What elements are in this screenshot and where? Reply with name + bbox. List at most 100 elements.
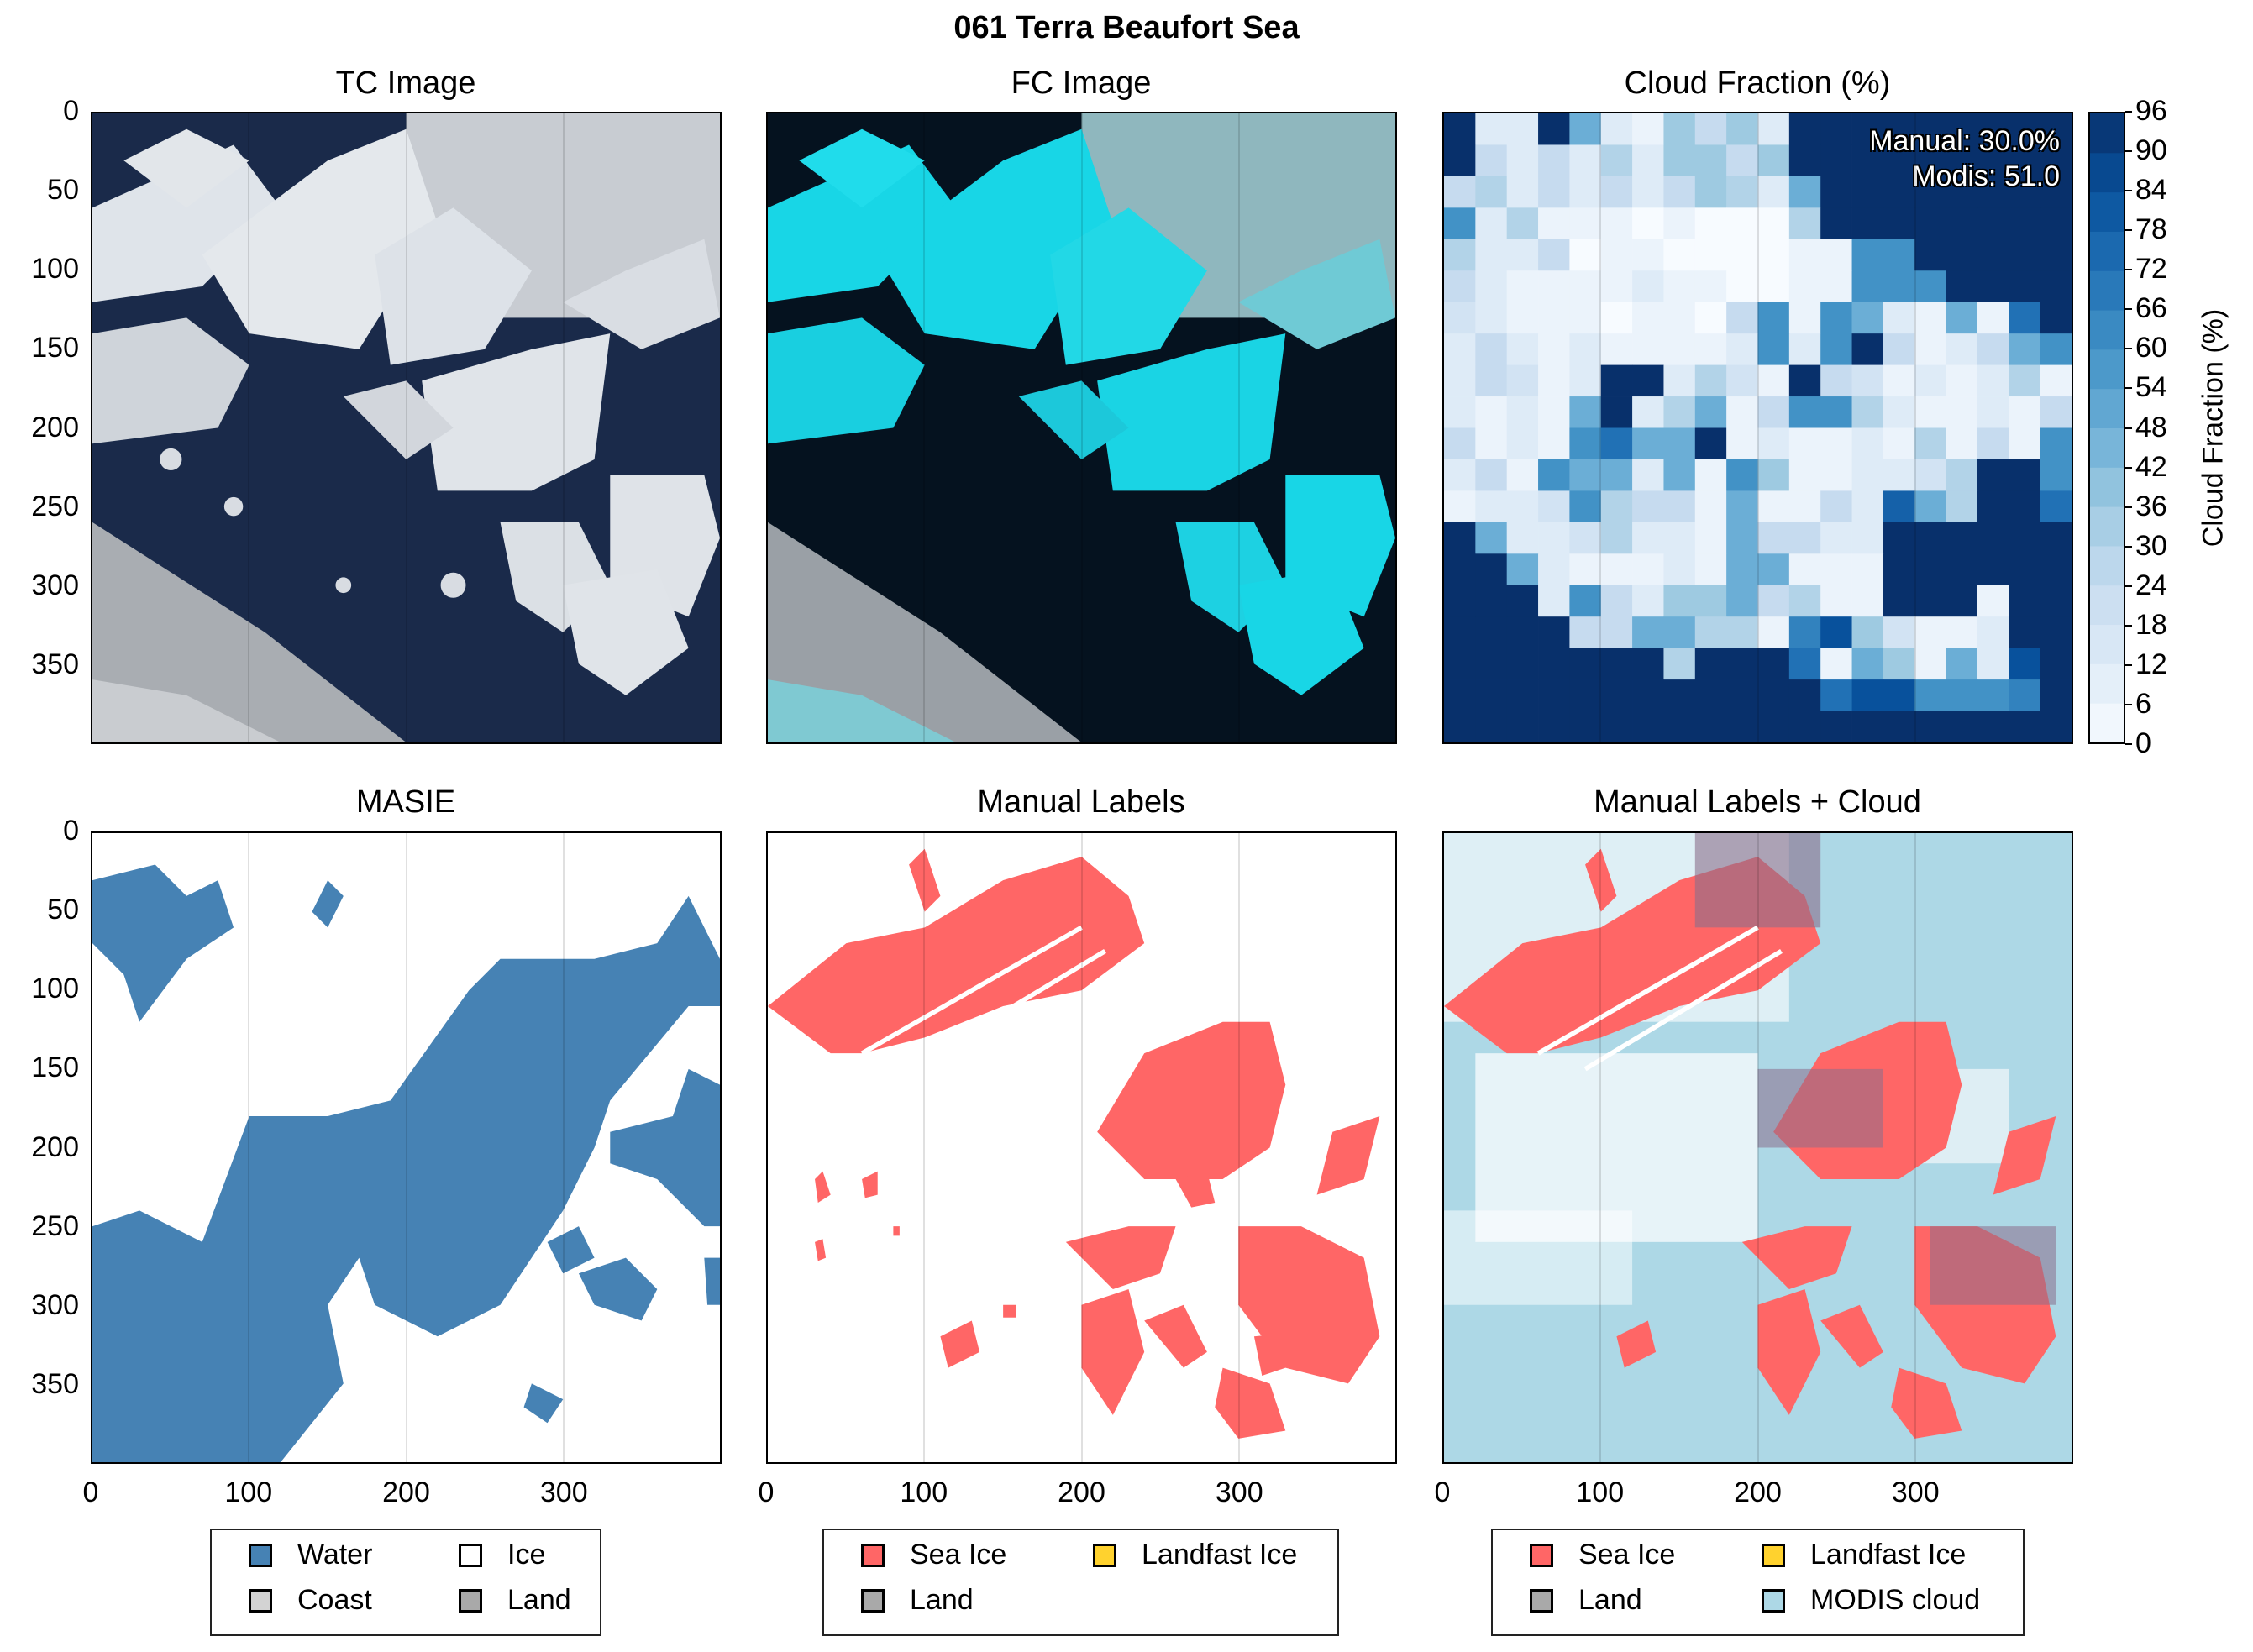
heatmap-cell	[1663, 459, 1696, 491]
heatmap-cell	[1663, 585, 1696, 617]
heatmap-cell	[1569, 711, 1602, 742]
heatmap-cell	[1883, 522, 1915, 554]
y-tick-label: 300	[31, 1288, 79, 1321]
tc-image	[92, 113, 720, 742]
heatmap-cell	[1788, 711, 1821, 742]
colorbar-tick	[2125, 308, 2132, 311]
colorbar-band	[2090, 152, 2124, 193]
heatmap-cell	[2009, 270, 2041, 303]
y-tick-label: 100	[31, 253, 79, 286]
heatmap-cell	[1757, 616, 1790, 649]
heatmap-cell	[1977, 176, 2009, 208]
heatmap-cell	[1444, 176, 1476, 208]
heatmap-cell	[2009, 522, 2041, 554]
x-tick-label: 0	[1434, 1476, 1451, 1508]
heatmap-cell	[1726, 679, 1758, 711]
heatmap-cell	[1444, 239, 1476, 271]
colorbar-band	[2090, 191, 2124, 232]
colorbar-tick	[2125, 111, 2132, 113]
manual-cloud-panel	[1442, 831, 2073, 1464]
x-tick-label: 300	[1215, 1476, 1263, 1508]
heatmap-cell	[1663, 270, 1696, 303]
heatmap-cell	[1788, 239, 1821, 271]
heatmap-cell	[2040, 490, 2072, 523]
heatmap-cell	[1444, 113, 1476, 145]
heatmap-cell	[1914, 270, 1946, 303]
x-tick-label: 100	[900, 1476, 948, 1508]
heatmap-cell	[1569, 270, 1602, 303]
heatmap-cell	[1475, 490, 1508, 523]
heatmap-cell	[1788, 302, 1821, 334]
heatmap-cell	[1663, 616, 1696, 649]
heatmap-cell	[1506, 207, 1539, 240]
water-swatch-icon	[249, 1543, 272, 1567]
heatmap-cell	[1883, 364, 1915, 397]
landfast3-swatch-icon	[1762, 1543, 1785, 1567]
heatmap-cell	[1946, 270, 1978, 303]
heatmap-cell	[1788, 553, 1821, 586]
x-tick-label: 0	[758, 1476, 775, 1508]
heatmap-cell	[2009, 585, 2041, 617]
heatmap-cell	[1694, 679, 1727, 711]
heatmap-cell	[1600, 553, 1633, 586]
colorbar-band	[2090, 467, 2124, 507]
heatmap-cell	[1946, 490, 1978, 523]
modis-annotation: Modis: 51.0	[1912, 160, 2060, 192]
heatmap-cell	[1820, 364, 1852, 397]
y-tick-label: 150	[31, 1052, 79, 1084]
heatmap-cell	[1694, 239, 1727, 271]
land3-swatch-icon	[1530, 1588, 1553, 1613]
heatmap-cell	[1694, 585, 1727, 617]
heatmap-cell	[1632, 144, 1664, 177]
legend-item-modis-cloud: MODIS cloud	[1762, 1584, 1980, 1617]
heatmap-cell	[1569, 396, 1602, 428]
colorbar-tick-label: 6	[2135, 687, 2151, 720]
heatmap-cell	[1851, 459, 1884, 491]
colorbar-tick	[2125, 663, 2132, 666]
heatmap-cell	[1444, 616, 1476, 649]
heatmap-cell	[2009, 364, 2041, 397]
cloud-fraction-panel: Manual: 30.0% Modis: 51.0	[1442, 112, 2073, 744]
y-tick-label: 250	[31, 1209, 79, 1242]
heatmap-cell	[1475, 302, 1508, 334]
heatmap-cell	[2009, 490, 2041, 523]
heatmap-cell	[1569, 553, 1602, 586]
heatmap-cell	[1444, 459, 1476, 491]
heatmap-cell	[1475, 270, 1508, 303]
coast-swatch-icon	[249, 1588, 272, 1613]
heatmap-cell	[1977, 333, 2009, 365]
masie-legend: Water Ice Coast Land	[210, 1529, 601, 1636]
heatmap-cell	[1946, 585, 1978, 617]
heatmap-cell	[1820, 239, 1852, 271]
heatmap-cell	[1757, 522, 1790, 554]
colorbar-tick	[2125, 427, 2132, 429]
heatmap-cell	[1726, 616, 1758, 649]
heatmap-cell	[1757, 679, 1790, 711]
colorbar-band	[2090, 231, 2124, 271]
land-swatch-icon	[459, 1588, 482, 1613]
heatmap-cell	[1977, 679, 2009, 711]
heatmap-cell	[1757, 144, 1790, 177]
heatmap-cell	[1914, 396, 1946, 428]
heatmap-cell	[1600, 459, 1633, 491]
heatmap-cell	[1569, 490, 1602, 523]
x-tick-label: 200	[1058, 1476, 1105, 1508]
heatmap-cell	[1600, 679, 1633, 711]
heatmap-cell	[1600, 176, 1633, 208]
y-tick-label: 100	[31, 973, 79, 1005]
heatmap-cell	[1851, 302, 1884, 334]
heatmap-cell	[1914, 711, 1946, 742]
heatmap-cell	[1663, 144, 1696, 177]
colorbar-band	[2090, 113, 2124, 154]
heatmap-cell	[1788, 522, 1821, 554]
heatmap-cell	[1475, 585, 1508, 617]
heatmap-cell	[1788, 113, 1821, 145]
heatmap-cell	[1726, 711, 1758, 742]
heatmap-cell	[1538, 522, 1570, 554]
heatmap-cell	[1788, 490, 1821, 523]
heatmap-cell	[1914, 585, 1946, 617]
heatmap-cell	[1569, 239, 1602, 271]
heatmap-cell	[1757, 270, 1790, 303]
heatmap-cell	[2040, 616, 2072, 649]
colorbar-band	[2090, 703, 2124, 742]
